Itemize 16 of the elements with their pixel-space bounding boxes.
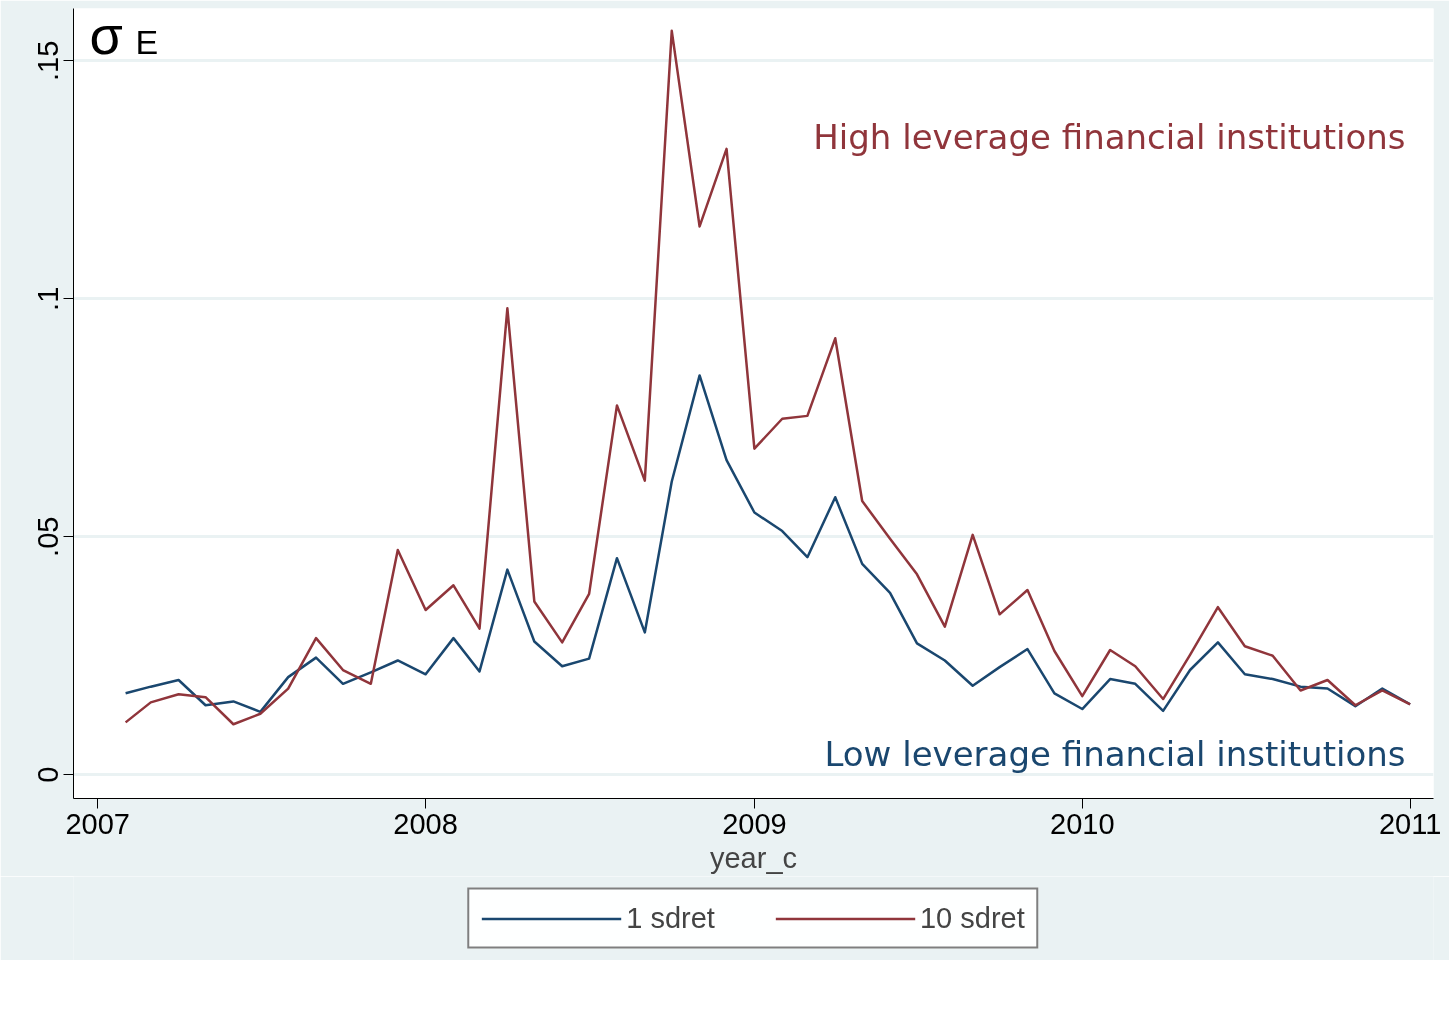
y-tick-label: .05 bbox=[32, 516, 65, 557]
annotation: High leverage financial institutions bbox=[813, 116, 1406, 157]
x-axis-title: year_c bbox=[709, 841, 798, 874]
line-series bbox=[124, 29, 1412, 726]
x-tick-label: 2007 bbox=[65, 807, 131, 840]
x-tick-label: 2011 bbox=[1378, 807, 1442, 840]
y-tick-label: .15 bbox=[32, 40, 65, 82]
legend-label: 10 sdret bbox=[919, 901, 1025, 935]
x-tick-label: 2010 bbox=[1050, 807, 1115, 840]
annotation: Low leverage financial institutions bbox=[824, 733, 1406, 774]
x-tick-label: 2009 bbox=[722, 807, 787, 840]
x-tick-label: 2008 bbox=[393, 807, 458, 840]
line-series bbox=[124, 374, 1412, 714]
y-tick-label: 0 bbox=[32, 766, 65, 783]
legend-label: 1 sdret bbox=[626, 901, 715, 935]
y-tick-label: .1 bbox=[32, 286, 65, 311]
